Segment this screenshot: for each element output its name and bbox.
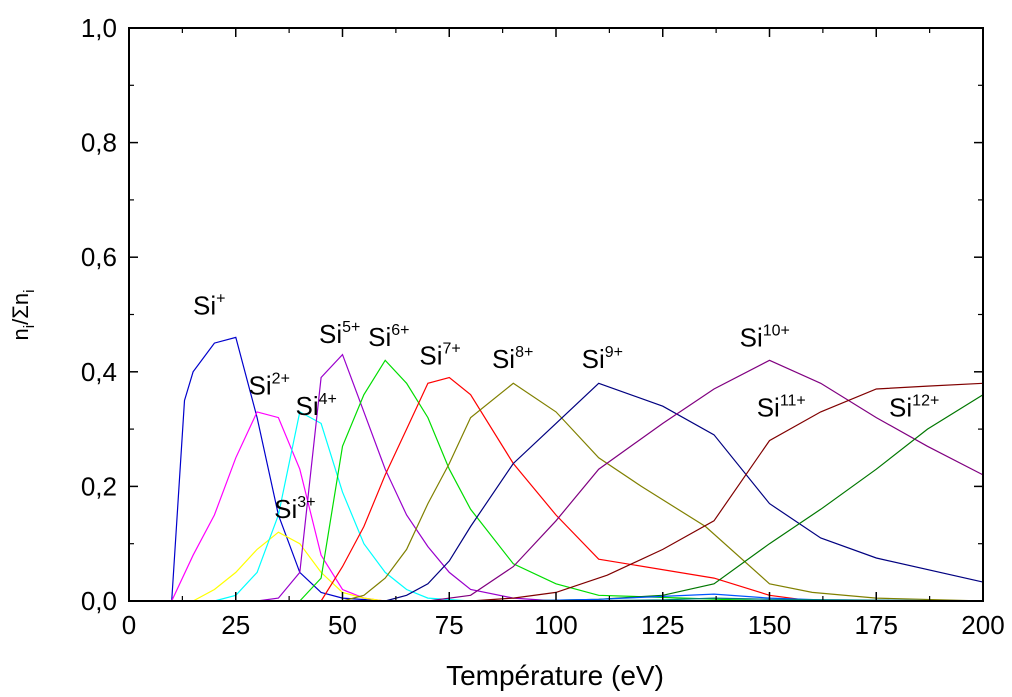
x-tick-label: 125 [641,610,684,640]
y-tick-label: 0,4 [81,357,117,387]
series-annotation: Si7+ [419,340,460,370]
y-tick-label: 0,6 [81,242,117,272]
x-tick-label: 25 [221,610,250,640]
y-axis-label-sub1: i [21,325,38,328]
annotations-layer: Si+ Si2+ Si3+ Si4+ Si5+ Si6+ Si7+ Si8+ Si9+ Si10+… [193,291,939,524]
series-annotation: Si12+ [889,392,939,422]
series-annotation: Si11+ [757,392,806,422]
series-annotation: Si9+ [582,344,623,374]
x-tick-label: 150 [748,610,791,640]
series-line-si10plus [427,359,984,602]
series-line-si9plus [385,382,984,602]
series-line-si11plus [470,382,984,602]
y-axis-label-n: n [8,328,33,340]
y-axis-label-sum: /Σn [8,293,33,325]
series-line-si3plus [192,531,386,602]
series-line-si8plus [342,382,984,602]
y-axis-label: ni/Σni [8,290,38,341]
series-annotation: Si8+ [492,344,533,374]
y-tick-label: 1,0 [81,13,117,43]
series-layer [171,336,984,602]
series-line-si6plus [299,359,770,602]
ticks-layer: 0 25 50 75 100 125 150 175 200 0,0 0,2 0,4 0,6 0,8 1,0 [81,13,1005,640]
series-line-si4plus [214,410,471,602]
series-annotation: Si6+ [368,322,409,352]
y-tick-label: 0,8 [81,128,117,158]
series-annotation: Si4+ [296,391,337,421]
x-tick-label: 0 [122,610,136,640]
series-line-si7plus [320,376,813,602]
x-tick-label: 175 [855,610,898,640]
series-line-si12plus [513,394,984,602]
x-axis-label: Température (eV) [446,660,664,691]
x-tick-label: 75 [435,610,464,640]
x-tick-label: 50 [328,610,357,640]
y-tick-label: 0,0 [81,586,117,616]
series-annotation: Si2+ [249,371,290,401]
x-tick-label: 200 [961,610,1004,640]
series-annotation: Si10+ [740,323,790,353]
series-annotation: Si3+ [274,494,315,524]
series-line-si2plus [171,411,386,602]
series-line-si5plus [257,353,557,602]
series-annotation: Si+ [193,291,225,321]
y-tick-label: 0,2 [81,471,117,501]
series-annotation: Si5+ [319,319,360,349]
x-tick-label: 100 [534,610,577,640]
series-line-siplus [171,336,386,602]
y-axis-label-sub2: i [21,290,38,293]
